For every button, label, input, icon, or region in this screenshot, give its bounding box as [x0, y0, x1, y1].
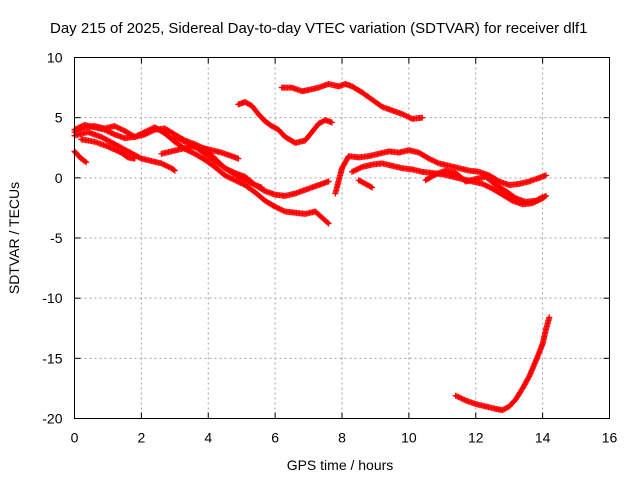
- plot-frame: [74, 57, 610, 419]
- series-arc-7: [171, 133, 265, 191]
- data-point-marker: [131, 155, 138, 162]
- series-arc-12: [355, 177, 376, 191]
- data-point-marker: [431, 171, 438, 178]
- x-tick-label: 10: [401, 430, 417, 446]
- y-tick-label: -10: [42, 290, 62, 306]
- data-point-marker: [494, 177, 501, 184]
- x-tick-label: 16: [602, 430, 618, 446]
- data-point-marker: [542, 192, 549, 199]
- data-point-marker: [369, 184, 376, 191]
- data-series: [71, 80, 553, 414]
- data-point-marker: [419, 114, 426, 121]
- x-tick-label: 2: [137, 430, 145, 446]
- series-arc-3: [71, 121, 332, 227]
- y-tick-label: -5: [50, 230, 63, 246]
- x-tick-label: 14: [535, 430, 551, 446]
- y-tick-label: 10: [47, 50, 63, 66]
- series-arc-10: [332, 147, 549, 197]
- x-tick-label: 0: [71, 430, 79, 446]
- x-tick-label: 4: [204, 430, 212, 446]
- data-point-marker: [538, 194, 545, 201]
- data-point-marker: [328, 119, 335, 126]
- axis-ticks: 0 2 4 6 8 10 12 14 16 -20 -15 -10 -5 0 5 10: [42, 50, 617, 446]
- data-point-marker: [137, 154, 144, 161]
- x-tick-label: 12: [468, 430, 484, 446]
- y-axis-label: SDTVAR / TECUs: [6, 182, 22, 294]
- series-arc-8: [235, 99, 335, 146]
- data-point-marker: [235, 155, 242, 162]
- series-arc-5: [78, 136, 138, 162]
- data-point-marker: [170, 166, 177, 173]
- y-tick-label: 0: [55, 170, 63, 186]
- chart-title: Day 215 of 2025, Sidereal Day-to-day VTE…: [50, 20, 587, 37]
- data-point-marker: [81, 158, 88, 165]
- grid: [74, 57, 610, 419]
- y-tick-label: -20: [42, 411, 62, 427]
- y-tick-label: 5: [55, 110, 63, 126]
- data-point-marker: [258, 184, 265, 191]
- series-arc-4: [71, 129, 178, 174]
- data-point-marker: [325, 220, 332, 227]
- series-arc-9: [278, 80, 426, 122]
- data-point-marker: [324, 219, 331, 226]
- data-point-marker: [83, 159, 90, 166]
- x-tick-label: 6: [271, 430, 279, 446]
- x-axis-label: GPS time / hours: [287, 457, 394, 473]
- data-point-marker: [325, 178, 332, 185]
- data-point-marker: [542, 172, 549, 179]
- data-point-marker: [367, 183, 374, 190]
- y-tick-label: -15: [42, 350, 62, 366]
- series-arc-13: [422, 167, 546, 205]
- x-tick-label: 8: [338, 430, 346, 446]
- data-point-marker: [539, 194, 546, 201]
- data-point-marker: [171, 167, 178, 174]
- data-point-marker: [546, 314, 553, 321]
- series-arc-14: [452, 314, 553, 414]
- data-point-marker: [508, 196, 515, 203]
